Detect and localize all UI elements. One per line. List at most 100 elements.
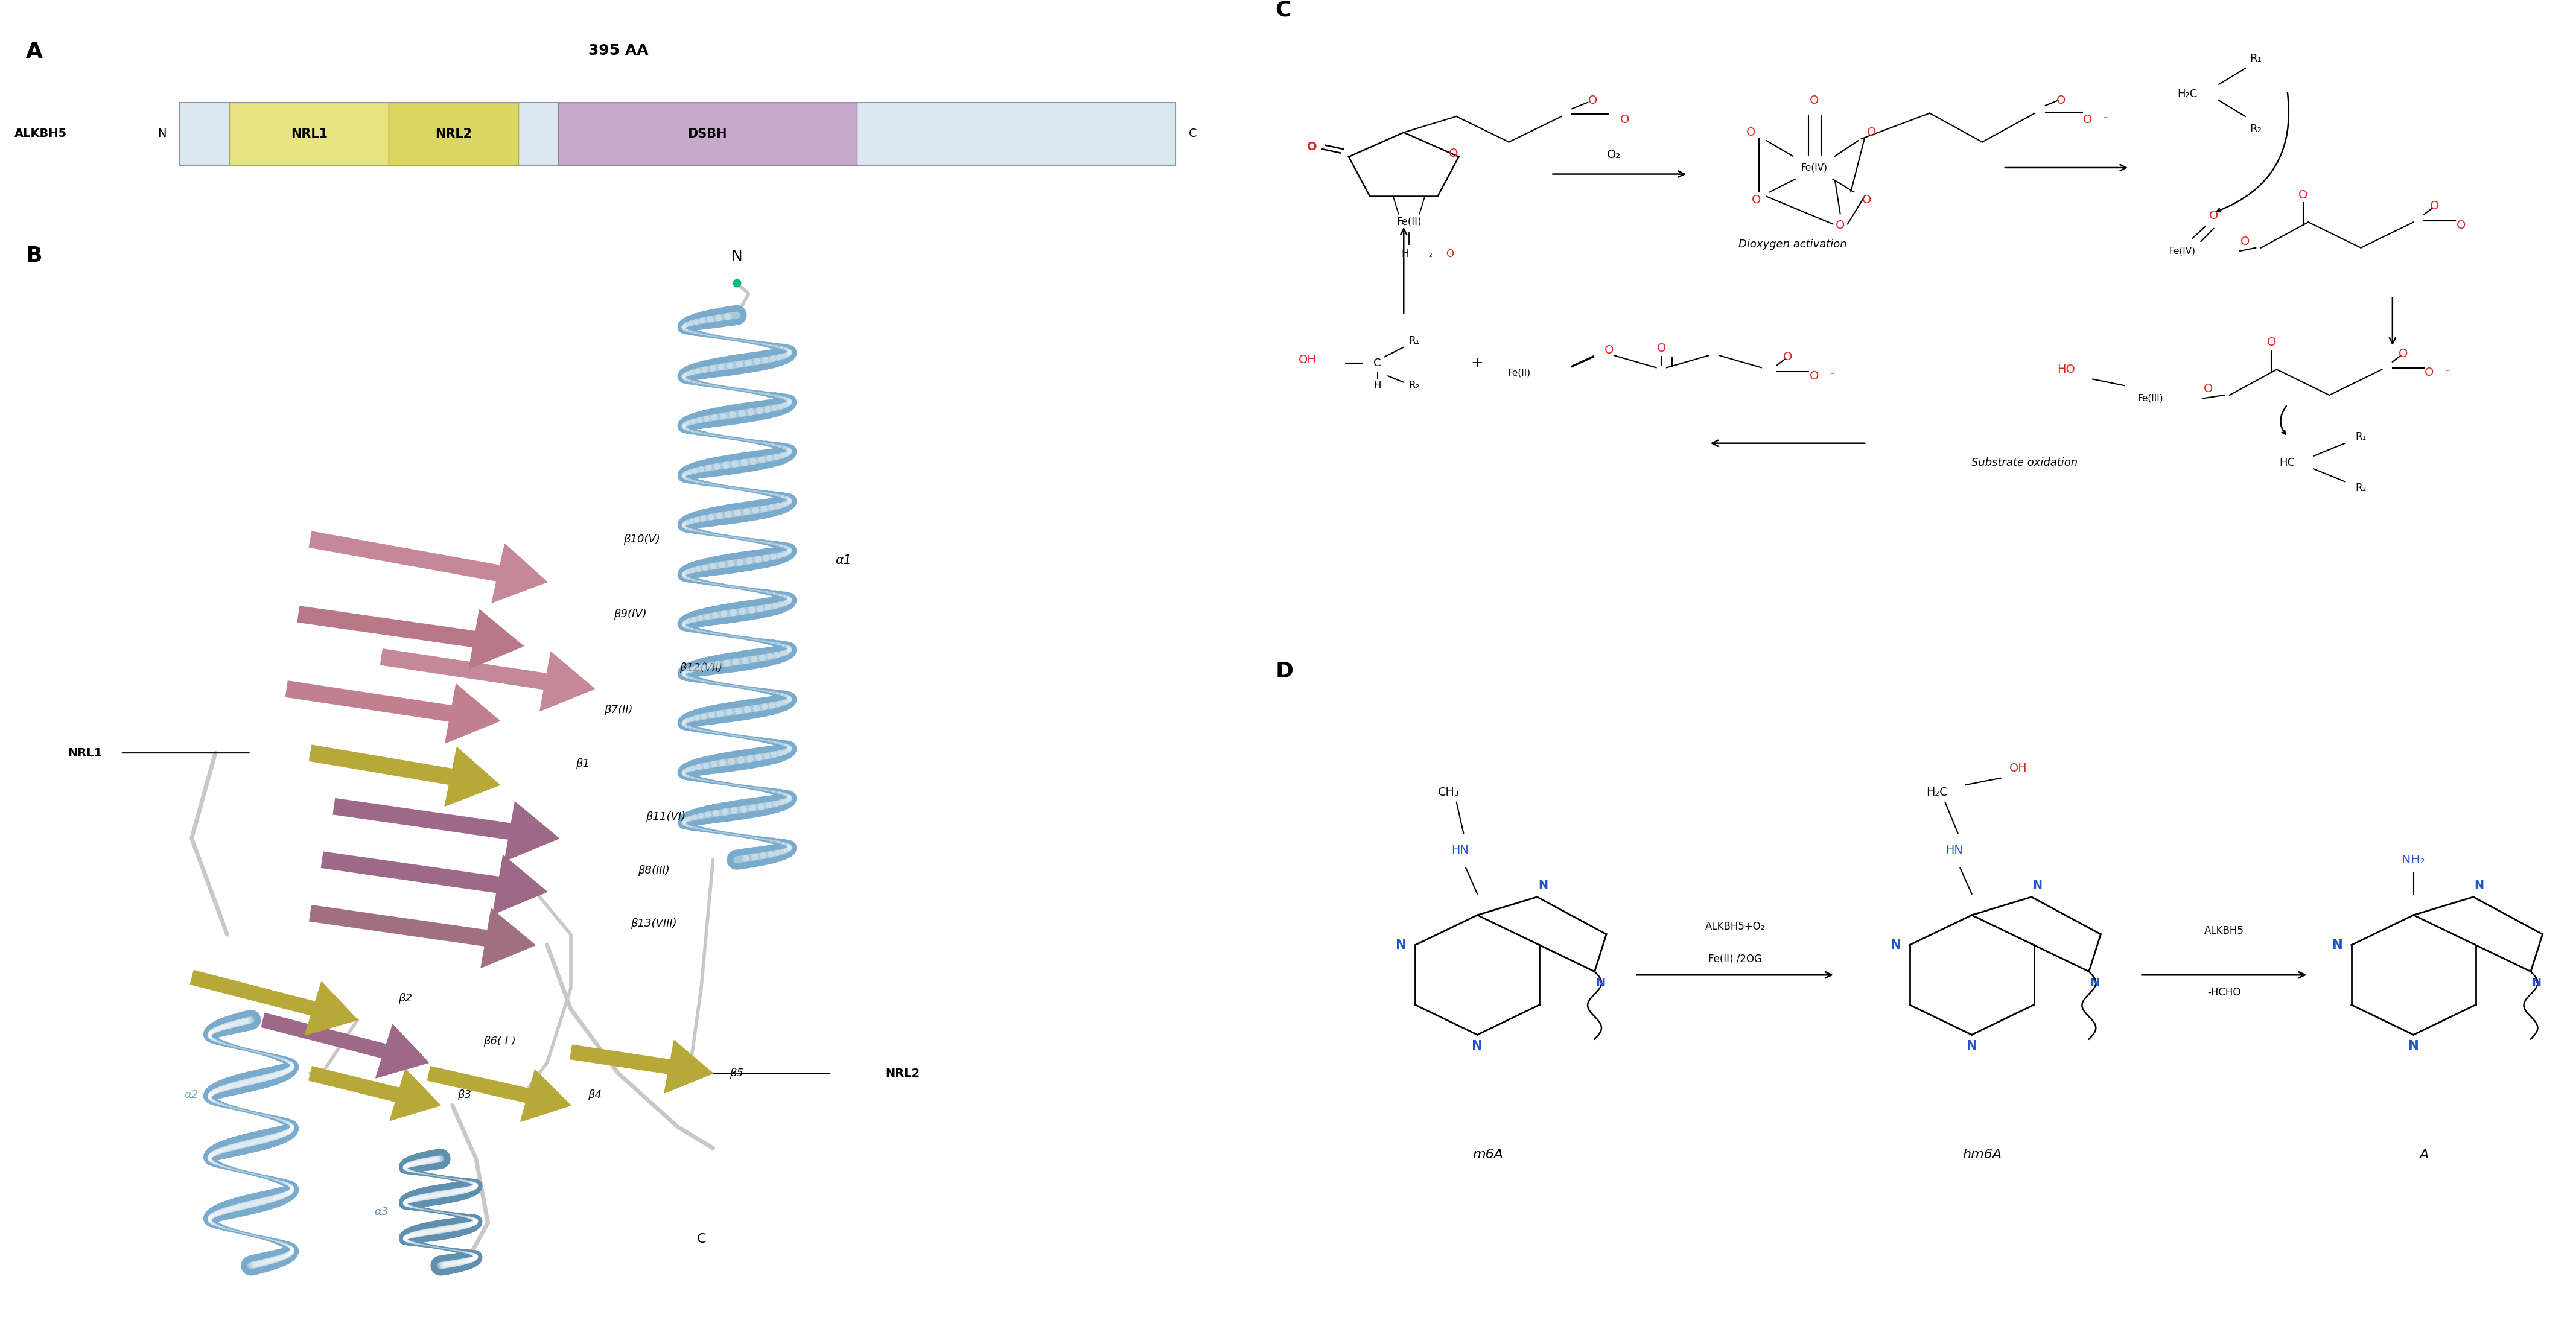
Text: H: H	[1401, 248, 1409, 259]
Text: O: O	[2241, 236, 2249, 247]
Text: O: O	[1752, 194, 1762, 206]
Text: R₁: R₁	[2249, 53, 2262, 64]
Text: β3: β3	[459, 1089, 471, 1100]
Text: O: O	[1448, 148, 1458, 159]
Polygon shape	[492, 543, 546, 602]
Text: HN: HN	[1450, 845, 1468, 856]
Text: N: N	[2473, 880, 2483, 890]
Text: O: O	[2202, 383, 2213, 394]
Text: m6A: m6A	[1473, 1148, 1504, 1161]
Text: O: O	[1620, 113, 1628, 125]
Text: O: O	[1747, 127, 1754, 138]
Text: hm6A: hm6A	[1963, 1148, 2002, 1161]
Text: β5: β5	[729, 1068, 744, 1079]
Text: NRL2: NRL2	[886, 1068, 920, 1079]
Text: N: N	[2409, 1040, 2419, 1052]
Text: NRL1: NRL1	[67, 748, 103, 758]
FancyBboxPatch shape	[559, 103, 858, 166]
Text: N: N	[2331, 939, 2344, 951]
Text: N: N	[1891, 939, 1901, 951]
Polygon shape	[520, 1069, 572, 1121]
Text: HN: HN	[1945, 845, 1963, 856]
Text: H₂C: H₂C	[1927, 786, 1947, 798]
Text: R₂: R₂	[2354, 483, 2367, 494]
Text: NRL2: NRL2	[435, 128, 471, 140]
Text: O: O	[2084, 113, 2092, 125]
Text: O: O	[2267, 336, 2277, 348]
Text: β10(V): β10(V)	[623, 534, 659, 545]
Text: ALKBH5: ALKBH5	[2205, 925, 2244, 936]
Text: C: C	[696, 1232, 706, 1246]
Text: N: N	[1538, 880, 1548, 890]
Text: ⁻: ⁻	[2476, 222, 2481, 230]
Text: O: O	[1783, 351, 1793, 362]
Text: NRL1: NRL1	[291, 128, 327, 140]
Text: O: O	[2398, 348, 2409, 359]
Text: O: O	[2210, 210, 2218, 222]
Text: R₂: R₂	[1409, 380, 1419, 391]
Polygon shape	[389, 1069, 440, 1120]
Text: N: N	[157, 128, 167, 139]
Text: β8(III): β8(III)	[639, 865, 670, 876]
Text: O: O	[1808, 370, 1819, 382]
Text: ⁻: ⁻	[1641, 115, 1646, 124]
Text: ALKBH5: ALKBH5	[15, 128, 67, 139]
Text: N: N	[732, 250, 742, 263]
Text: N: N	[2532, 977, 2543, 989]
Text: 395 AA: 395 AA	[587, 44, 649, 57]
Text: Fe(IV): Fe(IV)	[2169, 247, 2195, 255]
Text: Fe(IV): Fe(IV)	[1801, 163, 1826, 172]
Polygon shape	[376, 1024, 428, 1077]
Text: ⁻: ⁻	[2445, 368, 2450, 376]
Text: Dioxygen activation: Dioxygen activation	[1739, 239, 1847, 250]
Polygon shape	[505, 802, 559, 861]
Text: α2: α2	[185, 1089, 198, 1100]
Text: ₂: ₂	[1427, 251, 1432, 259]
Text: R₂: R₂	[2249, 124, 2262, 135]
Text: O: O	[2424, 367, 2434, 378]
Text: Fe(II): Fe(II)	[1396, 216, 1422, 227]
Text: β6( I ): β6( I )	[484, 1036, 515, 1047]
Text: D: D	[1275, 661, 1293, 682]
FancyBboxPatch shape	[180, 103, 1175, 166]
Text: O: O	[1306, 142, 1316, 154]
Text: β11(VI): β11(VI)	[647, 812, 685, 822]
Text: N: N	[2032, 880, 2043, 890]
Text: A: A	[26, 41, 44, 63]
Text: R₁: R₁	[1409, 335, 1419, 346]
Text: ⁻: ⁻	[1829, 371, 1834, 380]
Text: O: O	[2298, 190, 2308, 202]
Text: C: C	[1373, 358, 1381, 368]
Text: N: N	[1595, 977, 1605, 989]
Text: OH: OH	[1298, 354, 1316, 366]
Polygon shape	[304, 981, 358, 1035]
Text: A: A	[2419, 1148, 2429, 1161]
Text: O: O	[2429, 200, 2439, 212]
Text: β12(VII): β12(VII)	[680, 662, 724, 673]
Text: HC: HC	[2280, 457, 2295, 467]
Text: -HCHO: -HCHO	[2208, 987, 2241, 997]
Text: CH₃: CH₃	[1437, 786, 1458, 798]
FancyBboxPatch shape	[389, 103, 518, 166]
Text: C: C	[1275, 0, 1291, 20]
Text: O: O	[1605, 344, 1613, 356]
Text: B: B	[26, 246, 41, 266]
Polygon shape	[665, 1040, 714, 1093]
Text: NH₂: NH₂	[2401, 854, 2424, 866]
Text: N: N	[2089, 977, 2099, 989]
Text: DSBH: DSBH	[688, 128, 726, 140]
Text: HO: HO	[2058, 364, 2076, 375]
Text: ⁻: ⁻	[2102, 115, 2107, 124]
Text: O₂: O₂	[1607, 150, 1620, 160]
Text: α1: α1	[835, 554, 853, 567]
Text: ALKBH5+O₂: ALKBH5+O₂	[1705, 921, 1765, 932]
Text: OH: OH	[2009, 762, 2027, 774]
Text: Substrate oxidation: Substrate oxidation	[1971, 457, 2076, 467]
Text: O: O	[1808, 95, 1819, 105]
Text: β4: β4	[587, 1089, 600, 1100]
Text: O: O	[1862, 194, 1870, 206]
Polygon shape	[469, 610, 523, 669]
Polygon shape	[446, 748, 500, 806]
Text: O: O	[1445, 248, 1453, 259]
Text: O: O	[1868, 127, 1875, 138]
